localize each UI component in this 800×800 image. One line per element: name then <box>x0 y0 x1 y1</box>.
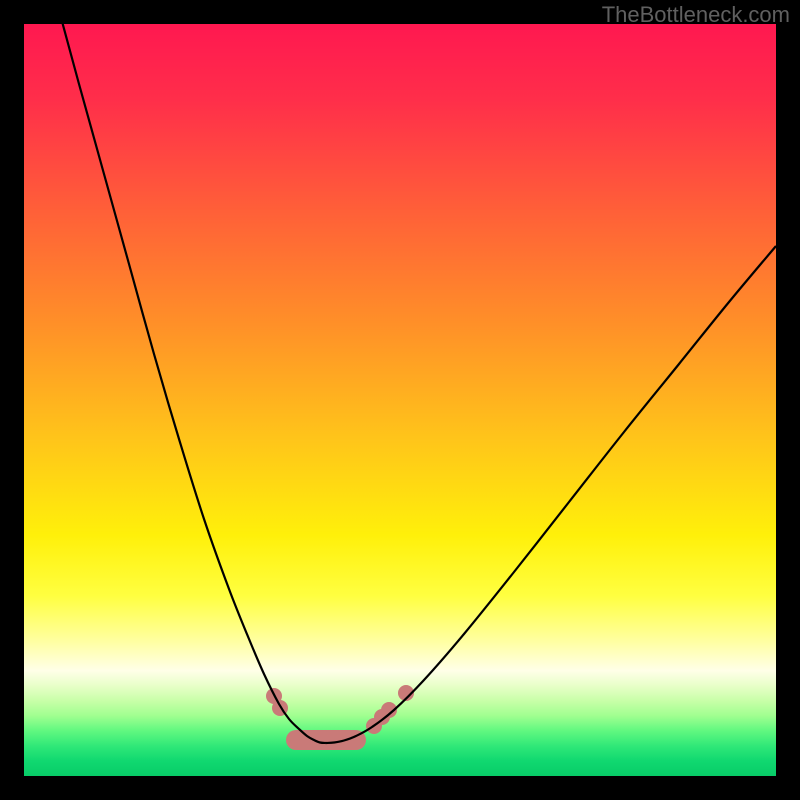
bottleneck-curve <box>24 24 776 776</box>
plot-area <box>24 24 776 776</box>
frame: TheBottleneck.com <box>0 0 800 800</box>
data-marker <box>286 730 366 750</box>
curve-left-branch <box>60 24 326 743</box>
curve-right-branch <box>326 246 776 743</box>
watermark: TheBottleneck.com <box>602 2 790 28</box>
